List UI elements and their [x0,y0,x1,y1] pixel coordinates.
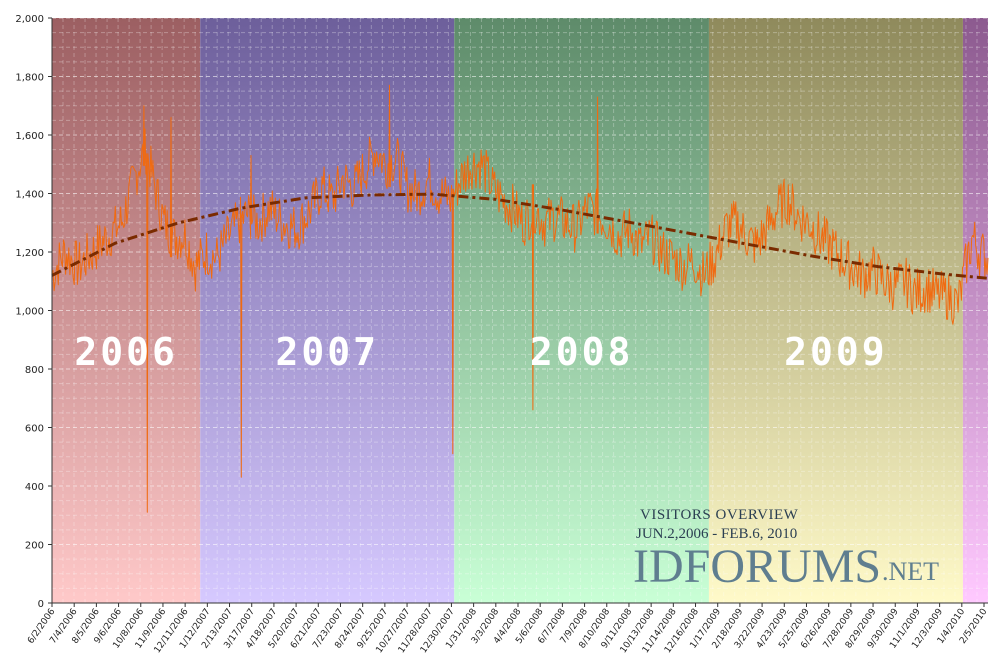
chart-subtitle: JUN.2,2006 - FEB.6, 2010 [636,526,797,542]
year-label: 2008 [530,330,634,374]
y-tick-label: 1,200 [15,248,44,259]
series [51,84,989,513]
brand-logo-main: IDFORUMS [633,540,881,593]
y-tick-label: 1,400 [15,190,44,201]
chart-title: VISITORS OVERVIEW [640,507,799,523]
y-tick-label: 400 [25,482,44,493]
y-tick-label: 1,600 [15,131,44,142]
series-line-visitors [51,84,989,513]
y-tick-label: 800 [25,365,44,376]
chart-title-block: VISITORS OVERVIEW JUN.2,2006 - FEB.6, 20… [633,507,939,593]
grid [51,17,989,604]
year-label: 2007 [275,330,379,374]
y-tick-label: 200 [25,541,44,552]
y-tick-label: 2,000 [15,14,44,25]
y-tick-label: 1,000 [15,307,44,318]
series-line-trend [51,192,989,280]
y-tick-label: 0 [38,599,44,610]
year-label: 2009 [784,330,888,374]
y-tick-label: 1,800 [15,73,44,84]
brand-logo-tld: .NET [882,557,939,586]
year-labels: 2006 2007 2008 2009 [74,330,888,374]
y-tick-label: 600 [25,424,44,435]
year-label: 2006 [74,330,178,374]
